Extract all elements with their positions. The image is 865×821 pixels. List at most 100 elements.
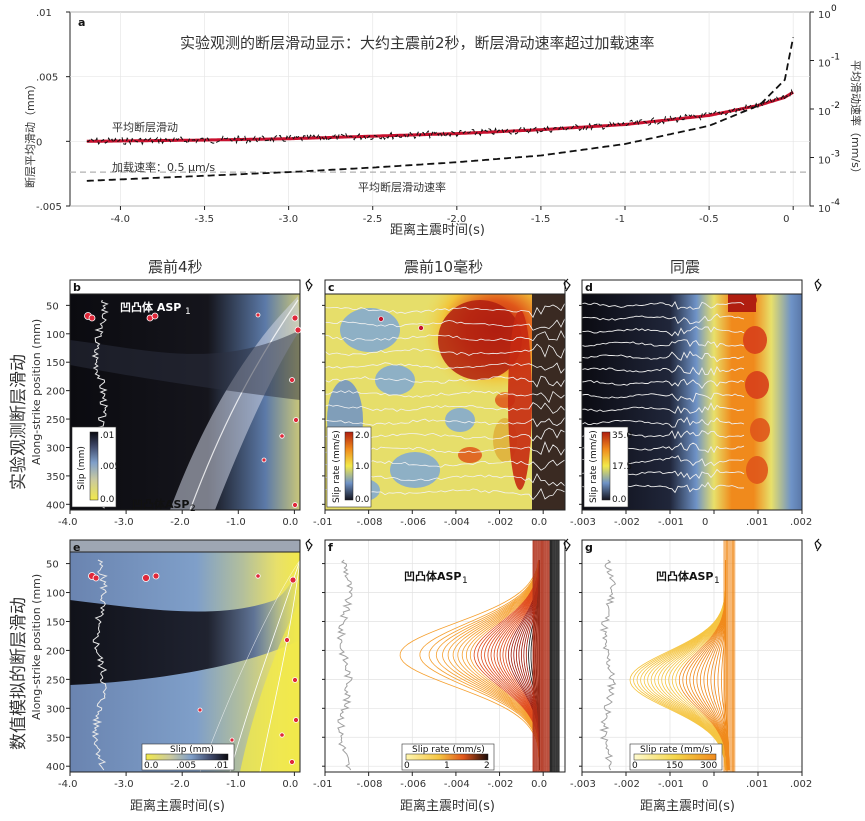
- x-tick-label: -.002: [614, 779, 640, 790]
- trace-line: [324, 375, 566, 388]
- y-tick-label: 300: [46, 443, 65, 454]
- x-tick-label: -2.0: [170, 779, 190, 790]
- panel-d-letter: d: [585, 281, 593, 294]
- event-dot: [92, 574, 100, 582]
- panel-b: b 凹凸体 ASP 1 凹凸体ASP 2 Slip (mm) .01 .005 …: [69, 279, 302, 514]
- x-tick-label: -.003: [570, 779, 596, 790]
- event-dot: [255, 573, 261, 579]
- panel-e-yellow-zone: [240, 600, 300, 772]
- mean-slip-rate-curve: [86, 37, 795, 182]
- panel-g-cbar-label: Slip rate (mm/s): [640, 745, 713, 755]
- trace-line: [324, 362, 566, 374]
- trace-line: [324, 329, 566, 342]
- y-tick-label: 350: [46, 733, 65, 744]
- panel-a-xlabel: 距离主震时间(s): [390, 222, 485, 238]
- event-dot: [289, 377, 295, 383]
- trace-line: [581, 378, 745, 389]
- trace-line: [581, 392, 745, 403]
- x-tick-label: -3.0: [114, 779, 134, 790]
- trace-line: [581, 300, 745, 310]
- panel-g-cbar-tick-2: 300: [700, 761, 717, 771]
- panel-a-ticks: -4.0 -3.5 -3.0 -2.5 -2.0 -1.5 -1 -0.5 0 -.005 0 .00…: [36, 4, 840, 225]
- y-tick-label: 400: [46, 762, 65, 773]
- y-tick-label: 300: [46, 704, 65, 715]
- event-dot: [142, 574, 150, 582]
- panel-c-event: [378, 316, 384, 322]
- event-dot: [293, 417, 299, 423]
- column-title-2: 震前10毫秒: [404, 258, 483, 276]
- y-tick-label: 250: [46, 675, 65, 686]
- panel-b-asp1: 凹凸体 ASP: [120, 300, 181, 314]
- y-tick-label-right: 10: [818, 10, 831, 21]
- x-tick-label: -.01: [313, 779, 333, 790]
- event-dot: [255, 312, 261, 318]
- panel-f: f 凹凸体ASP 1 Slip rate (mm/s) 0 1 2: [324, 539, 566, 773]
- x-tick-label: -.003: [570, 517, 596, 528]
- panel-a: a 实验观测的断层滑动显示：大约主震前2秒，断层滑动速率超过加载速率 -4.0-…: [23, 4, 863, 238]
- mean-slip-curve: [86, 90, 794, 143]
- panel-a-grid: [70, 11, 810, 207]
- panel-g-cbar-tick-1: 150: [666, 761, 683, 771]
- x-tick-label: -.01: [313, 517, 333, 528]
- panel-a-title: 实验观测的断层滑动显示：大约主震前2秒，断层滑动速率超过加载速率: [180, 34, 655, 52]
- trace-line: [581, 350, 745, 363]
- y-tick-label: 400: [46, 500, 65, 511]
- x-tick-label: -3.0: [114, 517, 134, 528]
- y-tick-label: 150: [46, 358, 65, 369]
- panel-g-colorbar: [633, 753, 717, 761]
- panel-c-cbar-tick-1: 1.0: [355, 462, 370, 472]
- panel-e-top-strip: [69, 539, 301, 553]
- column-title-3: 同震: [670, 258, 700, 276]
- panel-c: c Slip rate (mm/s) 2.0 1.0 0.0: [324, 279, 566, 511]
- y-tick-label-left: .01: [36, 8, 52, 19]
- x-tick-label: 0: [783, 214, 789, 225]
- panel-d-cbar-tick-1: 17.5: [612, 462, 632, 472]
- event-dot: [88, 314, 96, 322]
- panel-g: g 凹凸体ASP 1 Slip rate (mm/s) 0 150 300: [581, 539, 803, 773]
- label-mean-slip-rate: 平均断层滑动速率: [358, 180, 446, 194]
- panel-d-cbar-tick-0: 35.0: [612, 431, 632, 441]
- panel-e-cbar-tick-0: 0.0: [144, 761, 159, 771]
- panel-g-xlabel: 距离主震时间(s): [640, 798, 735, 814]
- panel-d-top-strip: [581, 279, 803, 295]
- panel-e: e Slip (mm) 0.0 .005 .01: [69, 539, 301, 773]
- trace-line: [581, 339, 745, 349]
- mean-slip-noise: [86, 88, 794, 146]
- y-tick-label: 250: [46, 415, 65, 426]
- x-tick-label: -.006: [400, 517, 426, 528]
- x-tick-label: -0.5: [699, 214, 719, 225]
- panel-f-cbar-tick-2: 2: [484, 761, 490, 771]
- x-tick-label: -3.0: [279, 214, 299, 225]
- x-tick-label: -3.5: [195, 214, 215, 225]
- y-tick-label-right: 10: [818, 156, 831, 167]
- trace-line: [324, 402, 566, 414]
- panel-d-cbar-tick-2: 0.0: [612, 495, 627, 505]
- trace-line: [324, 416, 566, 428]
- panel-c-hot-edge: [508, 310, 532, 490]
- panel-f-asp-sub: 1: [462, 576, 468, 586]
- x-tick-label: -1.5: [531, 214, 551, 225]
- panel-f-cbar-tick-0: 0: [404, 761, 410, 771]
- y-tick-label-right-exp: -2: [831, 101, 840, 111]
- event-dot: [289, 759, 295, 765]
- panel-a-ylabel-right: 平均滑动速率（mm/s）: [849, 60, 863, 179]
- x-tick-label: -2.5: [363, 214, 383, 225]
- y-tick-label: 200: [46, 387, 65, 398]
- panel-e-letter: e: [73, 541, 80, 554]
- y-tick-label: 100: [46, 589, 65, 600]
- y-tick-label: 50: [46, 560, 59, 571]
- panel-e-events: [88, 572, 299, 765]
- x-tick-label: 0.0: [282, 517, 298, 528]
- x-tick-label: -.004: [444, 517, 470, 528]
- y-tick-label: 150: [46, 617, 65, 628]
- panel-g-asp-sub: 1: [714, 576, 720, 586]
- panel-f-curves: [399, 540, 560, 772]
- panel-f-asp: 凹凸体ASP: [404, 569, 462, 583]
- panel-a-frame: [69, 11, 811, 207]
- panel-c-top-strip: [324, 279, 566, 295]
- row-1-ylabel: Along-strike position (mm): [30, 319, 43, 465]
- event-dot: [289, 576, 297, 584]
- panel-f-xlabel: 距离主震时间(s): [400, 798, 495, 814]
- x-tick-label: .002: [790, 517, 812, 528]
- y-tick-label: 100: [46, 330, 65, 341]
